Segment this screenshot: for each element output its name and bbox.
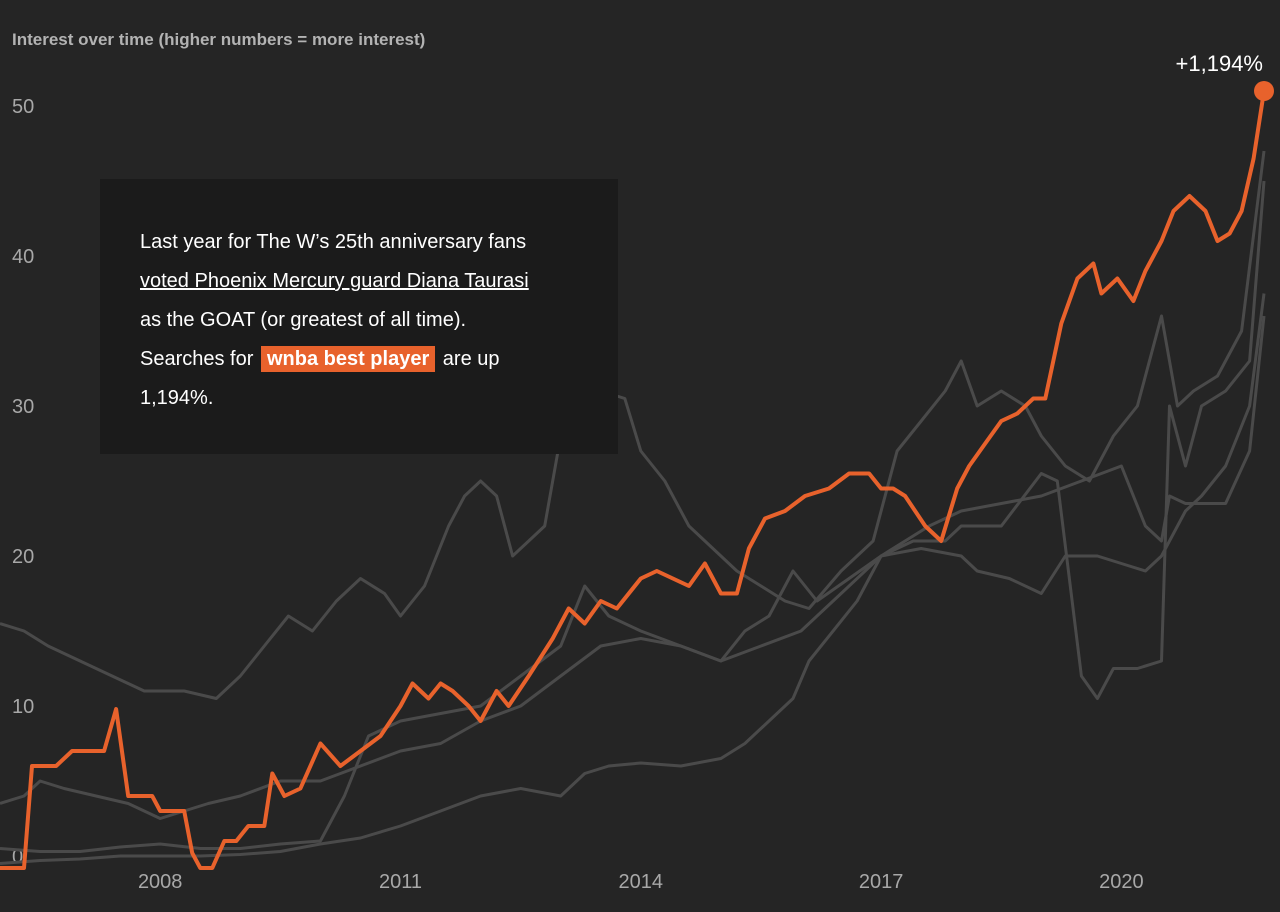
searches-suffix: are up — [442, 348, 500, 370]
x-tick-label: 2011 — [379, 871, 422, 893]
annotation-line-1: Last year for The W’s 25th anniversary f… — [140, 231, 527, 253]
annotation-link-text[interactable]: voted Phoenix Mercury guard Diana Tauras… — [140, 270, 529, 292]
y-axis: 0 10 20 30 40 50 — [12, 96, 34, 868]
annotation-box: Last year for The W’s 25th anniversary f… — [100, 179, 618, 454]
highlighted-series-line — [0, 90, 1266, 870]
x-tick-label: 2017 — [859, 871, 904, 893]
x-axis: 2008 2011 2014 2017 2020 — [138, 871, 1144, 893]
background-series-line — [0, 315, 1266, 865]
annotation-line-4: Searches for wnba best player are up — [140, 340, 578, 379]
end-label: +1,194% — [1176, 51, 1263, 76]
y-tick-label: 50 — [12, 96, 34, 118]
end-point-marker — [1254, 81, 1274, 101]
y-tick-label: 30 — [12, 396, 34, 418]
y-tick-label: 10 — [12, 696, 34, 718]
background-series-line — [0, 180, 1266, 853]
search-term-badge: wnba best player — [260, 346, 436, 372]
background-series-line — [0, 293, 1266, 820]
background-series-line — [0, 150, 1266, 700]
x-tick-label: 2008 — [138, 871, 183, 893]
y-tick-label: 0 — [12, 846, 23, 868]
annotation-link[interactable]: voted Phoenix Mercury guard Diana Tauras… — [140, 262, 578, 301]
x-tick-label: 2014 — [619, 871, 664, 893]
annotation-line-3: as the GOAT (or greatest of all time). — [140, 309, 467, 331]
chart-title: Interest over time (higher numbers = mor… — [12, 30, 425, 49]
searches-prefix: Searches for — [140, 348, 254, 370]
x-tick-label: 2020 — [1099, 871, 1144, 893]
annotation-line-5: 1,194%. — [140, 387, 214, 409]
y-tick-label: 20 — [12, 546, 34, 568]
highlighted-series-group — [0, 81, 1274, 870]
background-series-group — [0, 150, 1266, 865]
y-tick-label: 40 — [12, 246, 34, 268]
